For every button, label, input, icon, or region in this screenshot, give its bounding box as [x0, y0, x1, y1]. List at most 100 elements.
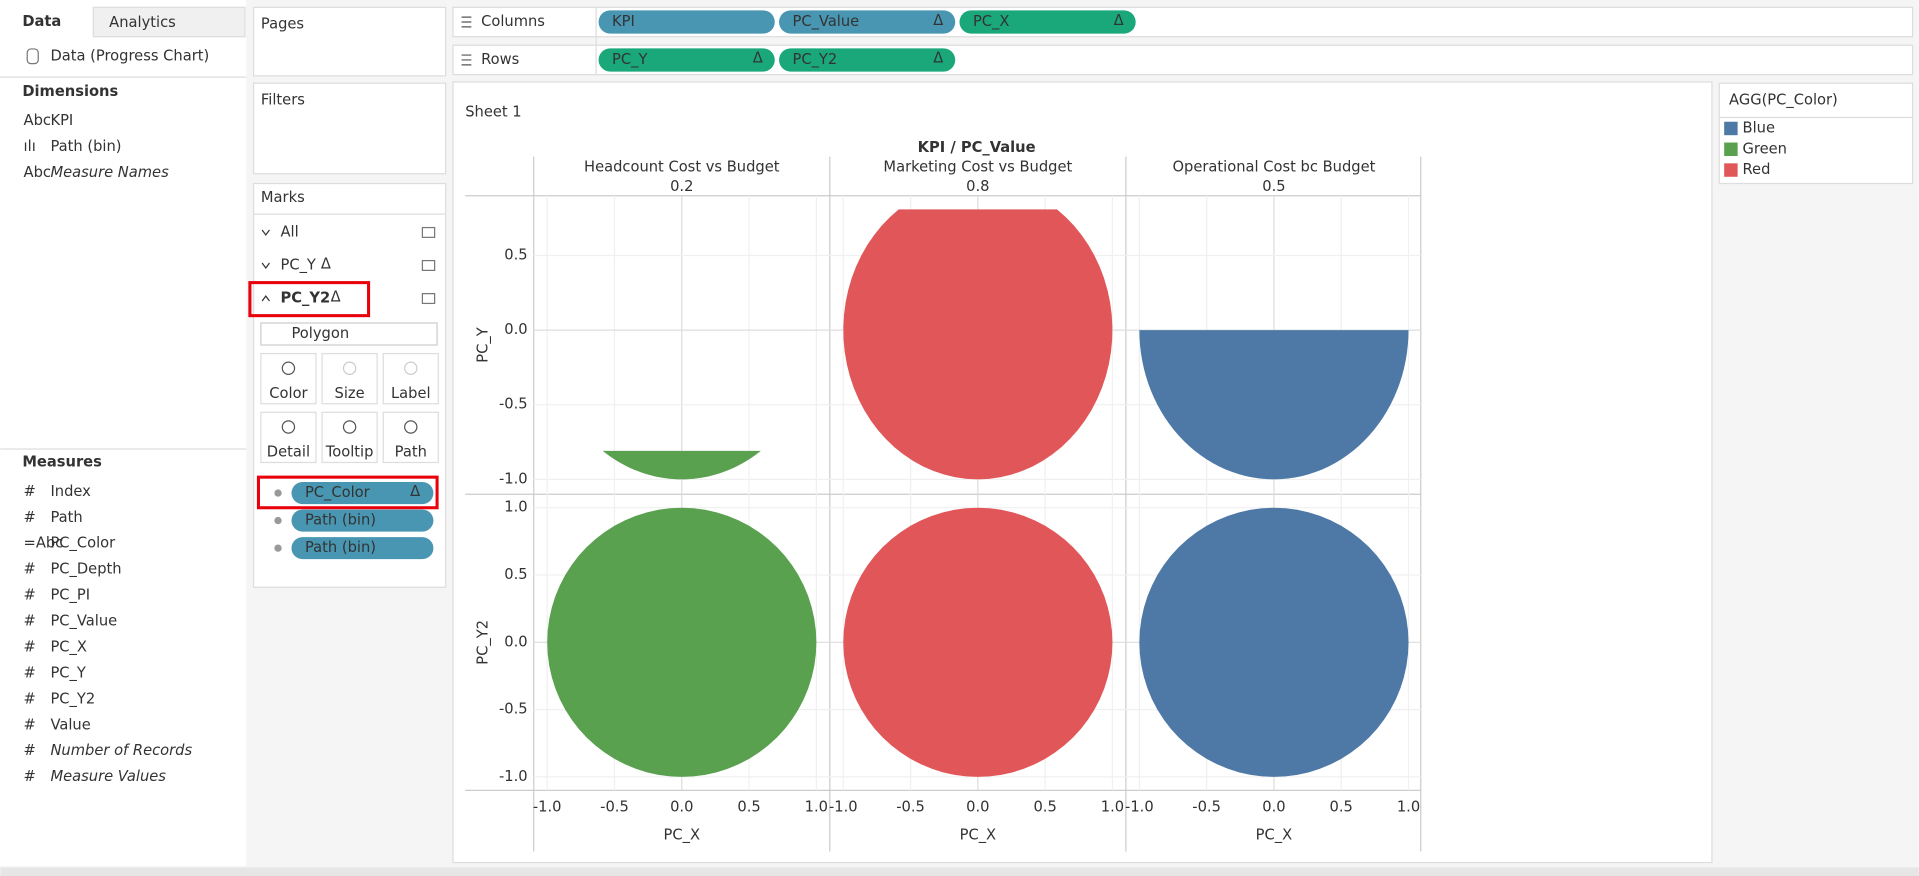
filters-shelf[interactable] [252, 82, 447, 175]
button-icon [281, 361, 296, 375]
column-value: 0.5 [1262, 178, 1285, 195]
marks-card: All [280, 223, 298, 240]
pill-label: KPI [612, 13, 635, 30]
shelf-title: Filters [261, 91, 305, 108]
field: Measure Names [50, 164, 169, 181]
y-tick-label: -1.0 [499, 768, 528, 785]
section-title: Measures [22, 453, 102, 470]
y-tick-label: -0.5 [499, 701, 528, 718]
delta: Δ [933, 12, 943, 29]
x-tick-label: 0.5 [737, 798, 760, 815]
column-value: 0.8 [966, 178, 989, 195]
field-icon: # [24, 587, 36, 604]
column-value: 0.2 [670, 178, 693, 195]
button-label: Color [269, 385, 308, 402]
highlight-box[interactable] [256, 475, 439, 510]
field: PC_Color [50, 535, 116, 552]
delta: Δ [321, 255, 331, 272]
button-icon [404, 361, 418, 375]
sheet-title: Sheet 1 [465, 104, 521, 121]
button-label: Size [335, 385, 365, 402]
x-axis-title: PC_X [1256, 827, 1292, 844]
x-tick-label: 1.0 [1101, 798, 1124, 815]
pill[interactable] [291, 537, 434, 560]
shelf-label: Columns [481, 13, 545, 30]
field-icon: # [24, 664, 36, 681]
pill-icon [274, 544, 282, 552]
x-tick-label: 1.0 [1397, 798, 1420, 815]
full-circle [547, 507, 817, 777]
pill[interactable] [598, 10, 775, 34]
y-axis-title: PC_Y [475, 327, 492, 362]
progress-shape [1139, 330, 1409, 480]
field-icon: Abc [24, 112, 51, 129]
legend-card [1718, 82, 1914, 185]
pill[interactable] [959, 10, 1136, 34]
source-icon [26, 48, 39, 65]
progress-shape [602, 450, 761, 480]
button-label: Path [395, 444, 427, 461]
field-icon: # [24, 768, 36, 785]
pages-shelf[interactable] [252, 6, 447, 77]
y-tick-label: 0.5 [504, 246, 527, 263]
analytics-tab[interactable] [92, 6, 246, 38]
column-header: Headcount Cost vs Budget [584, 159, 780, 176]
highlight-box[interactable] [248, 281, 371, 318]
x-tick-label: 0.0 [1262, 798, 1285, 815]
delta: Δ [410, 483, 420, 500]
shelf-label: Rows [481, 51, 519, 68]
button-icon [342, 361, 357, 375]
button-label: Label [391, 385, 431, 402]
column-header: Marketing Cost vs Budget [883, 159, 1072, 176]
mark-type-dropdown[interactable] [260, 322, 438, 346]
field-icon: Abc [24, 164, 51, 181]
card-icon [421, 259, 436, 271]
data-source: Data (Progress Chart) [50, 47, 209, 64]
field-icon: ılı [24, 138, 36, 155]
field: PC_Depth [50, 561, 121, 578]
legend-swatch [1724, 163, 1738, 177]
tab: Analytics [109, 14, 176, 31]
field: Path [50, 509, 82, 526]
pill[interactable] [779, 10, 956, 34]
x-axis-title: PC_X [664, 827, 700, 844]
delta: Δ [753, 50, 763, 67]
pill-label: PC_X [973, 13, 1009, 30]
pill[interactable] [779, 48, 956, 72]
shelf-icon [461, 16, 472, 28]
pill[interactable] [291, 482, 434, 505]
expander [261, 295, 270, 302]
pill-label: Path (bin) [305, 512, 376, 529]
marks-card: PC_Y [280, 256, 315, 273]
x-tick-label: 0.0 [670, 798, 693, 815]
x-axis-title: PC_X [960, 827, 996, 844]
expander [261, 262, 270, 269]
x-tick-label: -0.5 [1192, 798, 1221, 815]
x-tick-label: -1.0 [1125, 798, 1154, 815]
shelf-title: Pages [261, 15, 304, 32]
field: Measure Values [50, 768, 166, 785]
legend-label: Blue [1743, 119, 1775, 136]
pill-label: PC_Y [612, 51, 647, 68]
pill-icon [274, 516, 282, 525]
x-tick-label: 0.0 [966, 798, 989, 815]
legend-title: AGG(PC_Color) [1729, 91, 1838, 108]
delta: Δ [1114, 12, 1124, 29]
x-tick-label: -0.5 [600, 798, 629, 815]
field-icon: # [24, 716, 36, 733]
tab: Data [22, 13, 61, 30]
field-icon: # [24, 613, 36, 630]
pill[interactable] [291, 509, 434, 532]
legend-swatch [1724, 121, 1738, 136]
pill-label: Path (bin) [305, 539, 376, 556]
delta: Δ [933, 50, 943, 67]
y-tick-label: -1.0 [499, 470, 528, 487]
x-tick-label: 1.0 [805, 798, 828, 815]
field: PC_Y [50, 664, 85, 681]
legend-label: Red [1743, 161, 1771, 178]
y-axis-title: PC_Y2 [475, 620, 492, 665]
pill[interactable] [598, 48, 775, 72]
x-tick-label: 0.5 [1330, 798, 1353, 815]
